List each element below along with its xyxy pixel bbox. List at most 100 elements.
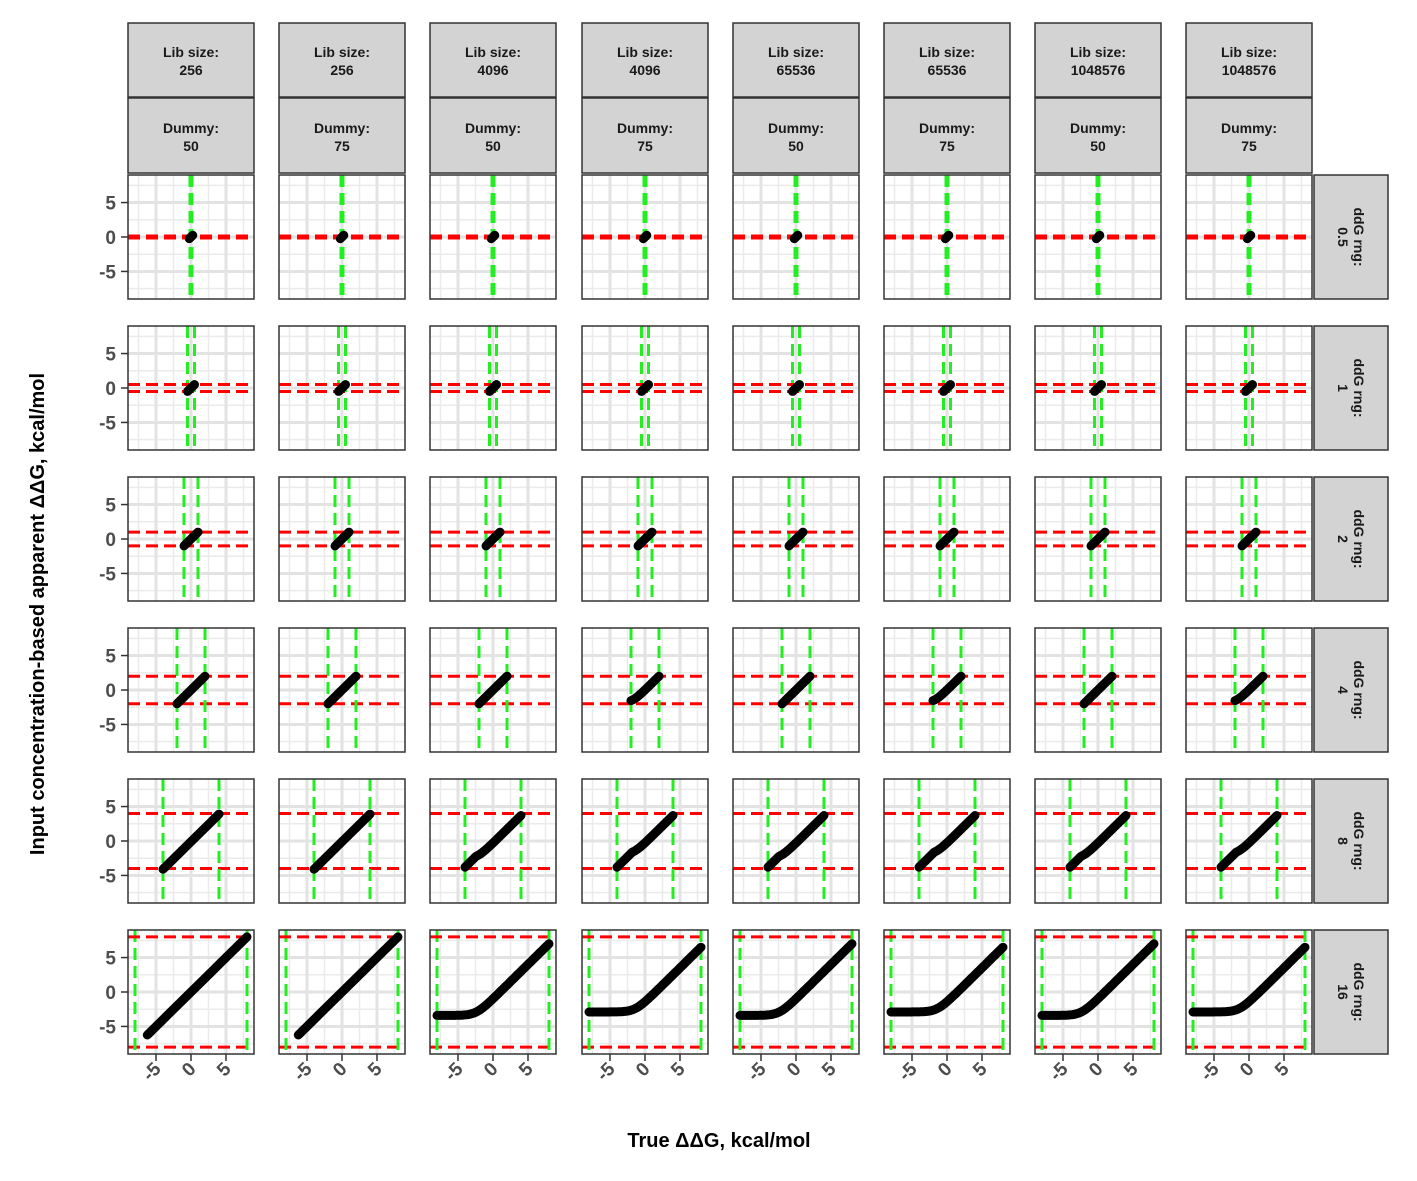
dummy-label: Dummy: [314, 120, 370, 136]
panel-border [732, 778, 860, 904]
y-tick-label: -5 [99, 564, 116, 585]
facet-panel-r1-c5 [732, 174, 860, 300]
panel-border [581, 778, 709, 904]
panel-border [581, 627, 709, 753]
facet-panel-r5-c7 [1034, 778, 1162, 904]
data-points [1079, 671, 1117, 709]
panel-border [581, 325, 709, 451]
data-points [638, 230, 652, 244]
dummy-strip [1185, 97, 1313, 174]
lib-size-value: 1048576 [1071, 62, 1126, 78]
ddg-range-label: ddG rng:1 [1335, 358, 1367, 417]
facet-panel-r6-c8 [1185, 929, 1313, 1055]
panel-border [1185, 174, 1313, 300]
facet-panel-r2-c1 [127, 325, 255, 451]
data-points [183, 380, 199, 396]
facet-panel-r5-c5 [732, 778, 860, 904]
dummy-label: Dummy: [768, 120, 824, 136]
data-points [1037, 939, 1159, 1020]
y-tick-label: 5 [105, 345, 116, 366]
data-points [1241, 380, 1257, 396]
panel-border [883, 778, 1011, 904]
facet-panel-r4-c4 [581, 627, 709, 753]
facet-panel-r2-c8 [1185, 325, 1313, 451]
facet-panel-r4-c6 [883, 627, 1011, 753]
x-tick-label: -5 [744, 1058, 771, 1085]
facet-panel-r4-c2 [278, 627, 406, 753]
dummy-label: Dummy: [1221, 120, 1277, 136]
data-points [939, 380, 955, 396]
facet-panel-r4-c1 [127, 627, 255, 753]
dummy-strip [883, 97, 1011, 174]
panel-border [278, 476, 406, 602]
column-strip-6: Lib size: 65536 Dummy: 75 [883, 22, 1011, 174]
column-strip-5: Lib size: 65536 Dummy: 50 [732, 22, 860, 174]
dummy-value: 50 [788, 138, 804, 154]
panel-border [278, 325, 406, 451]
x-tick-label: 5 [667, 1058, 690, 1081]
y-tick-label: 5 [105, 949, 116, 970]
ddg-range-strip [1313, 778, 1389, 904]
lib-size-strip [883, 22, 1011, 98]
data-points [158, 809, 224, 874]
lib-size-label: Lib size: [1070, 44, 1126, 60]
row-strip-5: ddG rng:8 [1313, 778, 1389, 904]
y-tick-label: -5 [99, 866, 116, 887]
facet-panel-r5-c4 [581, 778, 709, 904]
data-points [142, 932, 252, 1040]
y-tick-label: 0 [105, 832, 116, 853]
data-points [1237, 527, 1261, 551]
lib-size-label: Lib size: [465, 44, 521, 60]
ddg-range-label: ddG rng:2 [1335, 509, 1367, 568]
facet-panel-r3-c1 [127, 476, 255, 602]
data-points [637, 380, 653, 396]
dummy-value: 75 [1241, 138, 1257, 154]
panel-border [732, 325, 860, 451]
data-points [935, 527, 959, 551]
x-tick-label: -5 [441, 1058, 468, 1085]
dummy-strip [278, 97, 406, 174]
facet-panel-r5-c3 [429, 778, 557, 904]
x-tick-label: 5 [213, 1058, 236, 1081]
lib-size-value: 65536 [777, 62, 816, 78]
dummy-value: 75 [334, 138, 350, 154]
data-points [293, 932, 403, 1040]
lib-size-label: Lib size: [314, 44, 370, 60]
dummy-label: Dummy: [919, 120, 975, 136]
data-points [584, 942, 706, 1017]
row-strip-4: ddG rng:4 [1313, 627, 1389, 753]
facet-panel-r5-c6 [883, 778, 1011, 904]
data-points [432, 939, 554, 1020]
y-tick-label: 0 [105, 379, 116, 400]
panel-border [883, 476, 1011, 602]
facet-panel-r6-c6 [883, 929, 1011, 1055]
data-points [777, 671, 815, 709]
dummy-value: 75 [637, 138, 653, 154]
y-tick-label: -5 [99, 413, 116, 434]
y-tick-label: 5 [105, 647, 116, 668]
panel-border [429, 325, 557, 451]
panel-border [732, 476, 860, 602]
ddg-range-strip [1313, 627, 1389, 753]
panel-border [429, 174, 557, 300]
ddg-range-value: 2 [1335, 535, 1351, 543]
ddg-range-value: 4 [1335, 686, 1351, 694]
panel-border [883, 174, 1011, 300]
data-points [1230, 671, 1268, 706]
ddg-range-label-text: ddG rng: [1351, 207, 1367, 266]
panel-border [1034, 476, 1162, 602]
facet-panel-r2-c5 [732, 325, 860, 451]
data-points [323, 671, 361, 709]
facet-panel-r1-c8 [1185, 174, 1313, 300]
x-tick-label: 0 [1236, 1059, 1258, 1081]
facet-panel-r3-c3 [429, 476, 557, 602]
data-points [330, 527, 354, 551]
y-axis-title: Input concentration-based apparent ΔΔG, … [27, 373, 49, 855]
dummy-strip [429, 97, 557, 174]
y-tick-label: 0 [105, 530, 116, 551]
facet-panel-r5-c2 [278, 778, 406, 904]
x-tick-label: -5 [290, 1058, 317, 1085]
ddg-range-strip [1313, 476, 1389, 602]
x-tick-label: 0 [632, 1059, 654, 1081]
